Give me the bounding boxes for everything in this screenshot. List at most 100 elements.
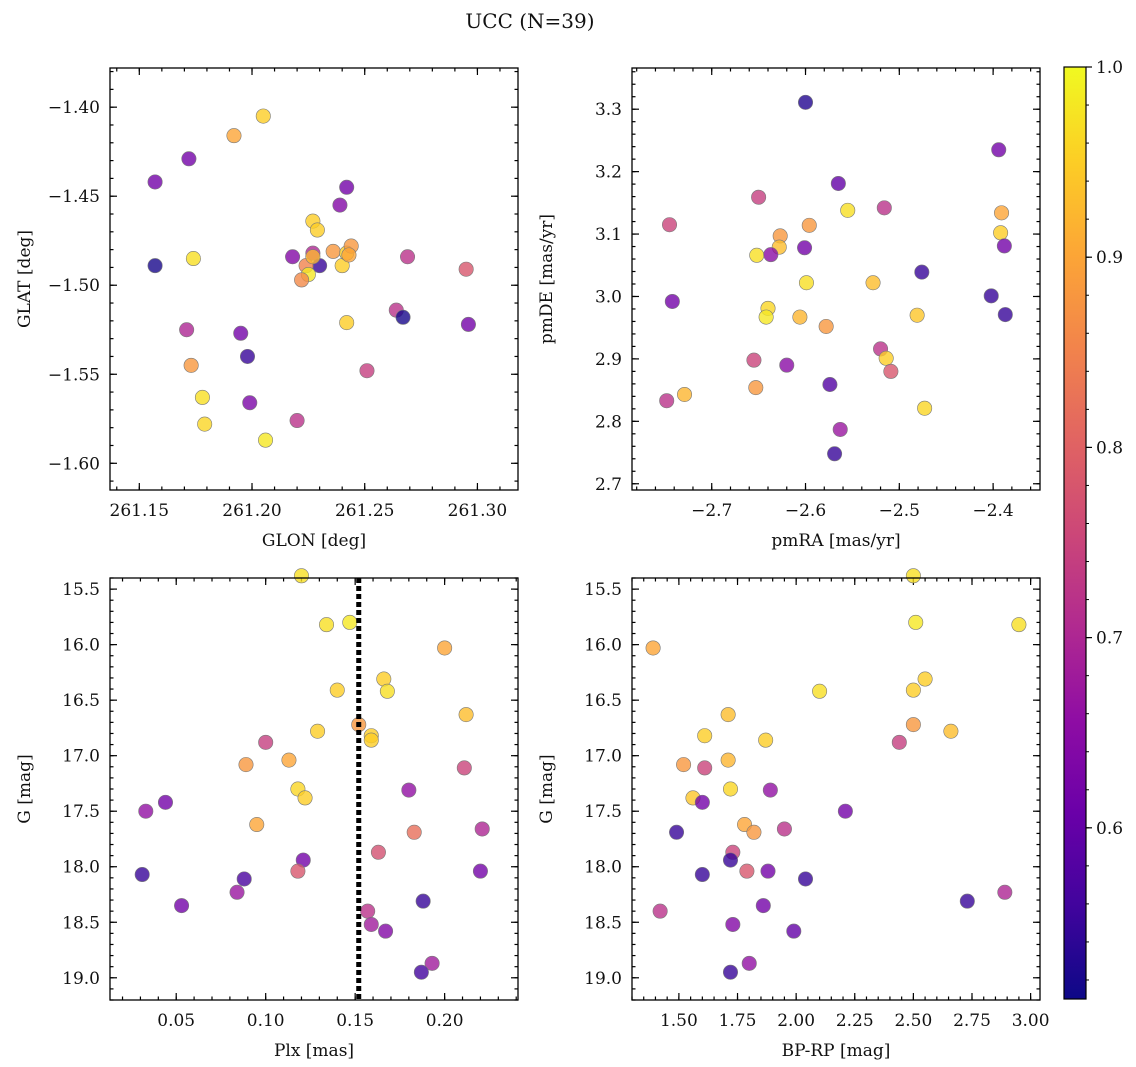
- y-tick-label: −1.55: [48, 365, 100, 385]
- data-point: [722, 964, 738, 980]
- y-axis-label: pmDE [mas/yr]: [537, 214, 557, 344]
- data-point: [840, 202, 856, 218]
- data-point: [776, 821, 792, 837]
- data-point: [891, 734, 907, 750]
- data-points: [645, 568, 1027, 980]
- data-point: [255, 108, 271, 124]
- data-point: [830, 175, 846, 191]
- x-tick-label: 2.75: [953, 1011, 991, 1031]
- data-point: [822, 376, 838, 392]
- data-point: [659, 393, 675, 409]
- data-point: [779, 357, 795, 373]
- data-point: [242, 395, 258, 411]
- data-point: [329, 682, 345, 698]
- data-point: [258, 432, 274, 448]
- data-point: [697, 728, 713, 744]
- data-point: [297, 790, 313, 806]
- data-point: [226, 128, 242, 144]
- data-point: [994, 205, 1010, 221]
- y-tick-label: 3.2: [595, 163, 622, 183]
- scatter-panel-1: 261.15 261.20 261.25 261.30 −1.40 −1.45 −1.50 −…: [15, 67, 519, 551]
- x-axis-label: GLON [deg]: [262, 531, 366, 551]
- y-tick-label: 16.0: [62, 636, 100, 656]
- data-point: [741, 955, 757, 971]
- data-point: [669, 824, 685, 840]
- data-point: [959, 893, 975, 909]
- scatter-panel-4: 1.50 1.75 2.00 2.25 2.50 2.75 3.00 15.5 16.0 16.5…: [537, 568, 1050, 1061]
- y-tick-label: 17.0: [62, 747, 100, 767]
- y-tick-label: 19.0: [62, 969, 100, 989]
- data-point: [460, 316, 476, 332]
- data-point: [746, 824, 762, 840]
- y-tick-label: 19.0: [584, 969, 622, 989]
- y-axis-label: GLAT [deg]: [15, 230, 35, 328]
- x-tick-label: 261.20: [222, 501, 281, 521]
- data-point: [798, 275, 814, 291]
- y-tick-label: 18.0: [62, 858, 100, 878]
- data-point: [876, 200, 892, 216]
- data-point: [827, 446, 843, 462]
- data-point: [908, 614, 924, 630]
- data-point: [174, 898, 190, 914]
- data-point: [720, 752, 736, 768]
- data-point: [293, 568, 309, 584]
- data-point: [319, 617, 335, 633]
- data-point: [363, 916, 379, 932]
- data-point: [694, 794, 710, 810]
- x-axis-label: Plx [mas]: [274, 1041, 354, 1061]
- data-point: [281, 752, 297, 768]
- data-point: [236, 871, 252, 887]
- data-point: [233, 325, 249, 341]
- data-point: [290, 863, 306, 879]
- y-tick-label: 3.1: [595, 225, 622, 245]
- data-point: [458, 261, 474, 277]
- colorbar-tick-label: 0.9: [1096, 248, 1123, 268]
- y-tick-label: −1.50: [48, 276, 100, 296]
- x-tick-label: 0.15: [336, 1011, 374, 1031]
- data-point: [917, 400, 933, 416]
- data-point: [751, 189, 767, 205]
- plot-frame: [631, 67, 1041, 491]
- data-point: [664, 293, 680, 309]
- y-tick-label: −1.40: [48, 98, 100, 118]
- colorbar-tick-label: 0.7: [1096, 629, 1123, 649]
- y-tick-label: 17.5: [584, 802, 622, 822]
- data-point: [818, 318, 834, 334]
- y-tick-label: 18.0: [584, 858, 622, 878]
- colorbar: 0.6 0.7 0.8 0.9 1.0: [1063, 58, 1123, 1000]
- x-tick-label: 3.00: [1012, 1011, 1050, 1031]
- data-point: [400, 249, 416, 265]
- data-point: [289, 413, 305, 429]
- data-points: [147, 108, 476, 448]
- data-point: [746, 352, 762, 368]
- data-point: [183, 357, 199, 373]
- y-tick-label: 3.0: [595, 287, 622, 307]
- y-tick-label: 2.9: [595, 350, 622, 370]
- data-point: [1011, 617, 1027, 633]
- data-point: [370, 844, 386, 860]
- axis-ticks: [631, 577, 1040, 1001]
- data-point: [797, 240, 813, 256]
- x-tick-label: 1.75: [719, 1011, 757, 1031]
- data-point: [415, 893, 431, 909]
- data-point: [997, 884, 1013, 900]
- data-point: [749, 247, 765, 263]
- data-point: [914, 264, 930, 280]
- x-tick-label: 0.05: [157, 1011, 195, 1031]
- y-tick-label: 15.5: [584, 580, 622, 600]
- data-point: [905, 568, 921, 584]
- y-axis-label: G [mag]: [537, 754, 557, 823]
- data-point: [238, 757, 254, 773]
- data-point: [332, 197, 348, 213]
- data-point: [341, 247, 357, 263]
- x-tick-label: 261.25: [335, 501, 394, 521]
- data-point: [909, 307, 925, 323]
- data-point: [401, 782, 417, 798]
- data-point: [763, 247, 779, 263]
- data-point: [309, 222, 325, 238]
- data-point: [474, 821, 490, 837]
- data-point: [406, 824, 422, 840]
- data-point: [758, 309, 774, 325]
- data-point: [240, 348, 256, 364]
